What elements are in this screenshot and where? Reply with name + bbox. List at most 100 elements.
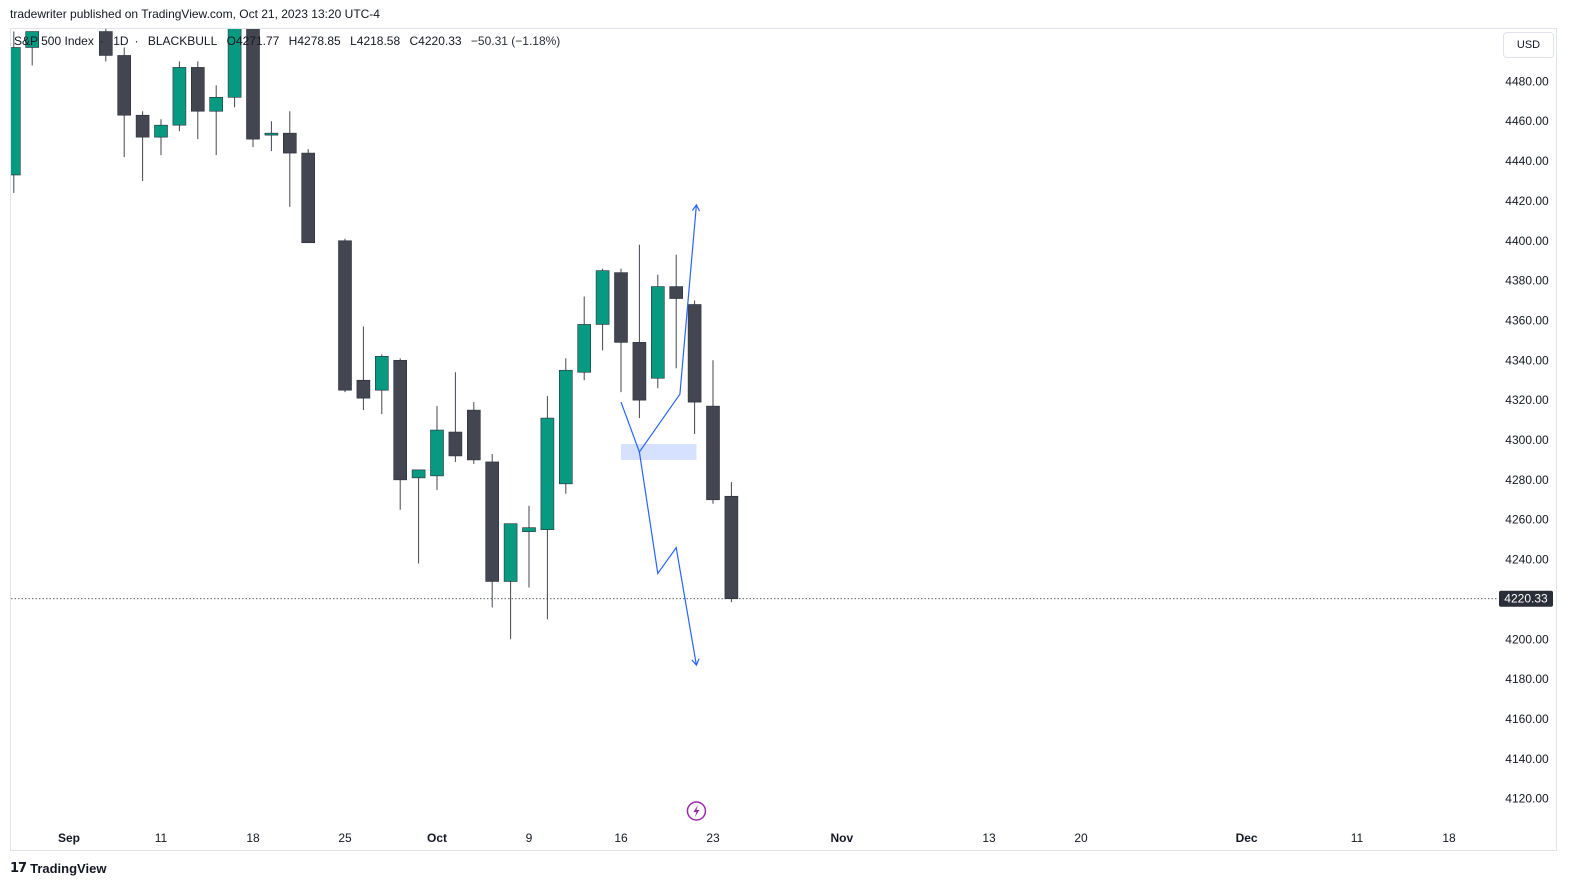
chart-frame [10, 28, 1557, 851]
candle[interactable] [503, 523, 518, 640]
candle[interactable] [374, 354, 389, 415]
time-axis-label: Oct [427, 831, 447, 845]
candle[interactable] [650, 274, 665, 389]
candle[interactable] [448, 372, 463, 462]
publisher-line: tradewriter published on TradingView.com… [10, 7, 380, 21]
candle[interactable] [209, 85, 223, 156]
candle[interactable] [687, 300, 702, 435]
candle[interactable] [522, 505, 536, 588]
candle[interactable] [172, 61, 187, 132]
legend-high-label: H [288, 34, 298, 48]
price-axis-label: 4280.00 [1505, 473, 1549, 487]
legend-interval[interactable]: 1D [113, 34, 129, 48]
candle[interactable] [25, 31, 40, 66]
projection-path-down[interactable] [638, 451, 697, 666]
price-axis-label: 4380.00 [1505, 274, 1549, 288]
candle-body-up [577, 324, 592, 373]
legend-change: −50.31 (−1.18%) [470, 34, 561, 48]
candle-body-up [411, 469, 426, 479]
candle-body-up [522, 527, 536, 532]
candle[interactable] [411, 469, 426, 564]
time-axis-label: Sep [58, 831, 80, 845]
time-axis-label: 18 [1442, 831, 1456, 845]
candle[interactable] [99, 22, 113, 62]
candle-body-down [117, 55, 131, 116]
candle-body-up [650, 286, 665, 379]
time-axis-label: 11 [1351, 831, 1364, 845]
price-axis-label: 4420.00 [1505, 194, 1549, 208]
candle[interactable] [430, 406, 444, 490]
economic-event-lightning-icon[interactable] [686, 801, 707, 821]
time-axis-label: Dec [1236, 831, 1258, 845]
candle[interactable] [632, 244, 647, 419]
current-price-tag-label: 4220.33 [1504, 592, 1548, 606]
price-axis-label: 4300.00 [1505, 433, 1549, 447]
price-axis-label: 4160.00 [1505, 712, 1549, 726]
time-axis-label: Nov [830, 831, 853, 845]
candle-body-down [393, 359, 408, 481]
candle[interactable] [301, 149, 316, 244]
candle-body-up [172, 67, 187, 126]
candle[interactable] [154, 119, 168, 156]
candle-body-down [687, 304, 702, 403]
candle[interactable] [706, 360, 720, 504]
candle[interactable] [393, 358, 408, 510]
candle[interactable] [485, 453, 500, 608]
candle[interactable] [246, 12, 260, 148]
candle[interactable] [614, 268, 628, 393]
legend-open-label: O [226, 34, 236, 48]
candle[interactable] [577, 296, 592, 381]
symbol-legend[interactable]: S&P 500 Index · 1D · BLACKBULL O4271.77 H4… [14, 34, 566, 48]
plot-area[interactable] [7, 2, 739, 667]
legend-source[interactable]: BLACKBULL [147, 34, 218, 48]
candle-body-up [503, 523, 518, 582]
tradingview-logo[interactable]: 𝟭𝟳 TradingView [10, 860, 106, 876]
candle-body-up [558, 369, 573, 485]
time-axis-label: 13 [982, 831, 996, 845]
candle[interactable] [135, 111, 150, 181]
legend-close-label: C [409, 34, 419, 48]
candle[interactable] [264, 121, 279, 152]
legend-high: H4278.85 [289, 34, 341, 48]
legend-low: L4218.58 [350, 34, 400, 48]
price-axis-label: 4480.00 [1505, 74, 1549, 88]
price-axis[interactable]: 4480.00 4460.00 4440.00 4420.00 4400.00 4380.… [1505, 74, 1549, 805]
candle[interactable] [117, 47, 131, 158]
legend-symbol[interactable]: S&P 500 Index [14, 34, 94, 48]
candle-body-up [154, 124, 168, 138]
current-price-tag-bg [1499, 590, 1553, 607]
price-axis-label: 4400.00 [1505, 234, 1549, 248]
price-axis-label: 4340.00 [1505, 353, 1549, 367]
candle-body-down [301, 152, 316, 244]
rectangle-zone[interactable] [621, 443, 697, 460]
candle-body-up [430, 429, 444, 477]
candle[interactable] [669, 254, 684, 369]
price-axis-label: 4200.00 [1505, 632, 1549, 646]
legend-close-value: 4220.33 [418, 34, 462, 48]
candle[interactable] [356, 326, 371, 411]
candle[interactable] [540, 396, 555, 620]
time-axis-label: 11 [155, 831, 168, 845]
time-axis[interactable]: Sep 11 18 25 Oct 9 16 23 Nov 13 20 Dec 11 18 [58, 831, 1456, 845]
price-axis-label: 4260.00 [1505, 513, 1549, 527]
price-axis-label: 4460.00 [1505, 114, 1549, 128]
candle[interactable] [724, 482, 739, 603]
candle[interactable] [7, 31, 21, 193]
candle[interactable] [558, 358, 573, 494]
candle-body-down [448, 431, 463, 457]
candle-body-down [669, 286, 684, 299]
candle[interactable] [227, 2, 242, 108]
candle[interactable] [191, 61, 205, 140]
time-axis-label: 16 [614, 831, 628, 845]
time-axis-label: 18 [246, 831, 260, 845]
candle[interactable] [338, 238, 352, 393]
candle[interactable] [595, 268, 610, 351]
currency-button[interactable]: USD [1503, 32, 1554, 58]
candle[interactable] [282, 111, 297, 207]
candle-body-down [356, 379, 371, 399]
projection-path-up[interactable] [620, 204, 697, 454]
candle-body-down [706, 405, 720, 501]
price-axis-label: 4140.00 [1505, 752, 1549, 766]
candle[interactable] [466, 402, 481, 464]
